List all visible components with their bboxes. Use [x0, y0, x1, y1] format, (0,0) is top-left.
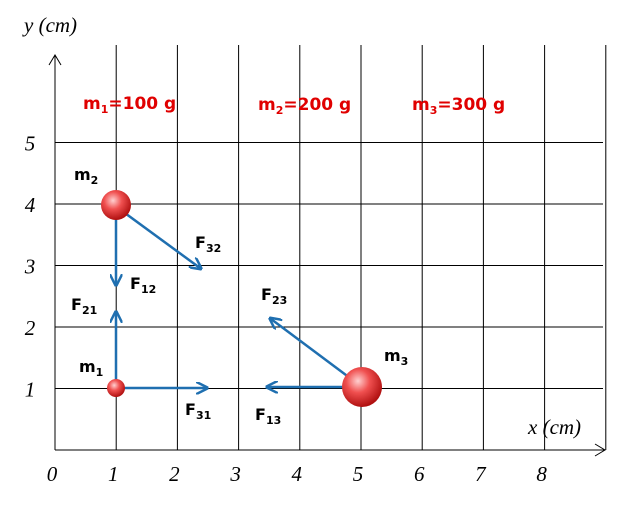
- force-label: F12: [130, 274, 156, 296]
- mass-label: m3=300 g: [412, 95, 505, 117]
- mass-label: m1=100 g: [83, 94, 176, 116]
- y-tick-label: 4: [25, 193, 36, 217]
- y-tick-label: 1: [25, 378, 36, 402]
- force-label: F21: [71, 295, 97, 317]
- y-axis-label: y (cm): [22, 13, 77, 37]
- x-tick-label: 8: [536, 462, 547, 486]
- force-label: F32: [195, 233, 221, 255]
- x-tick-label: 3: [229, 462, 241, 486]
- mass-1: [107, 379, 125, 397]
- point-label: m3: [384, 346, 408, 368]
- y-tick-label: 2: [25, 316, 36, 340]
- force-label: F13: [255, 405, 281, 427]
- x-tick-label: 0: [47, 462, 58, 486]
- x-tick-label: 4: [292, 462, 303, 486]
- mass-2: [101, 190, 131, 220]
- force-arrow: [271, 319, 359, 386]
- mass-3: [342, 367, 382, 407]
- y-tick-label: 3: [24, 255, 36, 279]
- x-tick-label: 5: [353, 462, 364, 486]
- x-axis-label: x (cm): [527, 415, 581, 439]
- x-tick-label: 2: [169, 462, 180, 486]
- force-label: F23: [261, 285, 287, 307]
- x-axis: [55, 443, 606, 457]
- y-axis: [48, 54, 62, 450]
- grid: [55, 45, 607, 450]
- point-label: m1: [79, 357, 103, 379]
- force-label: F31: [185, 400, 211, 422]
- point-label: m2: [74, 165, 98, 187]
- x-tick-label: 7: [475, 462, 487, 486]
- y-tick-label: 5: [25, 132, 36, 156]
- x-tick-label: 6: [414, 462, 425, 486]
- mass-label: m2=200 g: [258, 95, 351, 117]
- x-tick-label: 1: [108, 462, 119, 486]
- force-arrow: [117, 206, 200, 268]
- tick-labels: 0 1 2 3 4 5 6 7 8 1 2 3 4 5: [24, 132, 548, 487]
